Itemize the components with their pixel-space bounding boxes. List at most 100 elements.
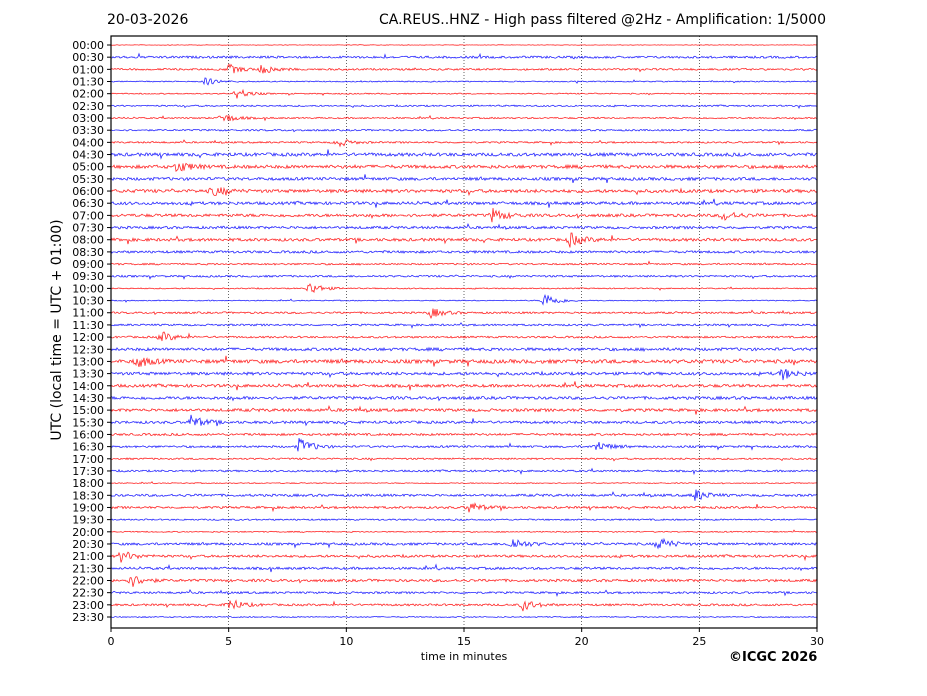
y-tick-label: 13:00 [72,355,104,368]
trace-row-0830 [110,249,818,254]
copyright-label: ©ICGC 2026 [729,650,818,665]
date-label: 20-03-2026 [107,12,189,28]
trace-row-2300 [110,599,818,612]
y-tick-label: 21:00 [72,550,104,563]
trace-row-0500 [110,162,818,172]
y-tick-label: 00:30 [72,51,104,64]
trace-row-1030 [110,293,818,306]
trace-row-1200 [110,331,818,342]
trace-row-0600 [110,186,818,197]
x-tick-label: 5 [225,635,232,648]
y-tick-label: 19:30 [72,514,104,527]
plot-frame [110,35,818,629]
y-tick-label: 03:00 [72,112,104,125]
y-tick-label: 16:00 [72,428,104,441]
y-tick-label: 03:30 [72,124,104,137]
trace-row-1900 [110,502,818,513]
y-tick-label: 09:00 [72,258,104,271]
trace-row-2000 [110,529,818,534]
y-tick-label: 11:30 [72,319,104,332]
trace-row-1230 [110,346,818,353]
trace-row-1530 [110,414,818,427]
y-tick-label: 21:30 [72,562,104,575]
trace-row-0630 [110,198,818,208]
y-tick-label: 13:30 [72,368,104,381]
trace-row-0030 [110,52,818,60]
y-tick-label: 01:00 [72,63,104,76]
trace-row-1830 [110,489,818,501]
y-tick-label: 05:00 [72,161,104,174]
trace-row-1600 [110,432,818,437]
trace-row-0200 [110,88,818,99]
y-tick-label: 00:00 [72,39,104,52]
y-tick-label: 23:30 [72,611,104,624]
y-tick-label: 12:00 [72,331,104,344]
trace-row-1500 [110,404,818,415]
trace-row-0530 [110,174,818,184]
trace-row-2100 [110,551,818,563]
y-tick-label: 19:00 [72,501,104,514]
y-tick-label: 02:00 [72,88,104,101]
y-tick-label: 12:30 [72,343,104,356]
trace-row-0400 [110,139,818,148]
trace-row-0130 [110,77,818,86]
trace-row-1300 [110,355,818,368]
y-tick-label: 11:00 [72,307,104,320]
y-tick-label: 10:00 [72,282,104,295]
x-tick-label: 15 [457,635,471,648]
trace-row-1400 [110,381,818,391]
y-tick-label: 08:00 [72,234,104,247]
trace-row-1800 [110,481,818,485]
trace-row-2030 [110,537,818,550]
y-tick-label: 08:30 [72,246,104,259]
x-tick-label: 10 [339,635,353,648]
y-tick-label: 04:00 [72,136,104,149]
trace-row-0000 [110,44,818,46]
y-tick-label: 16:30 [72,441,104,454]
y-tick-label: 07:00 [72,209,104,222]
trace-row-0730 [110,223,818,230]
trace-row-1100 [110,308,818,320]
trace-row-0100 [110,63,818,74]
y-tick-label: 22:00 [72,574,104,587]
y-tick-label: 06:00 [72,185,104,198]
chart-title: CA.REUS..HNZ - High pass filtered @2Hz -… [379,12,826,28]
x-tick-label: 25 [692,635,706,648]
y-tick-label: 18:00 [72,477,104,490]
y-tick-label: 20:00 [72,526,104,539]
x-axis-label: time in minutes [420,650,508,663]
trace-row-1930 [110,518,818,522]
y-tick-label: 01:30 [72,76,104,89]
trace-row-0300 [110,114,818,122]
y-tick-label: 18:30 [72,489,104,502]
y-tick-label: 04:30 [72,149,104,162]
trace-row-2130 [110,563,818,573]
y-tick-label: 07:30 [72,222,104,235]
y-tick-label: 02:30 [72,100,104,113]
y-tick-label: 09:30 [72,270,104,283]
y-tick-label: 17:00 [72,453,104,466]
x-tick-label: 0 [108,635,115,648]
y-tick-label: 22:30 [72,587,104,600]
trace-row-1130 [110,322,818,329]
x-tick-label: 20 [575,635,589,648]
y-tick-label: 10:30 [72,295,104,308]
y-tick-label: 20:30 [72,538,104,551]
trace-row-2200 [110,576,818,587]
trace-row-0230 [110,104,818,109]
trace-row-0330 [110,128,818,133]
y-tick-label: 17:30 [72,465,104,478]
trace-row-1630 [110,438,818,452]
y-tick-label: 14:00 [72,380,104,393]
y-tick-label: 15:30 [72,416,104,429]
x-tick-label: 30 [810,635,824,648]
y-tick-label: 14:30 [72,392,104,405]
trace-row-0800 [110,232,818,248]
trace-row-0930 [110,274,818,280]
trace-row-1730 [110,467,818,476]
trace-row-2330 [110,615,817,619]
trace-row-1000 [110,283,818,294]
trace-row-2230 [110,588,818,598]
trace-row-1430 [110,395,818,402]
